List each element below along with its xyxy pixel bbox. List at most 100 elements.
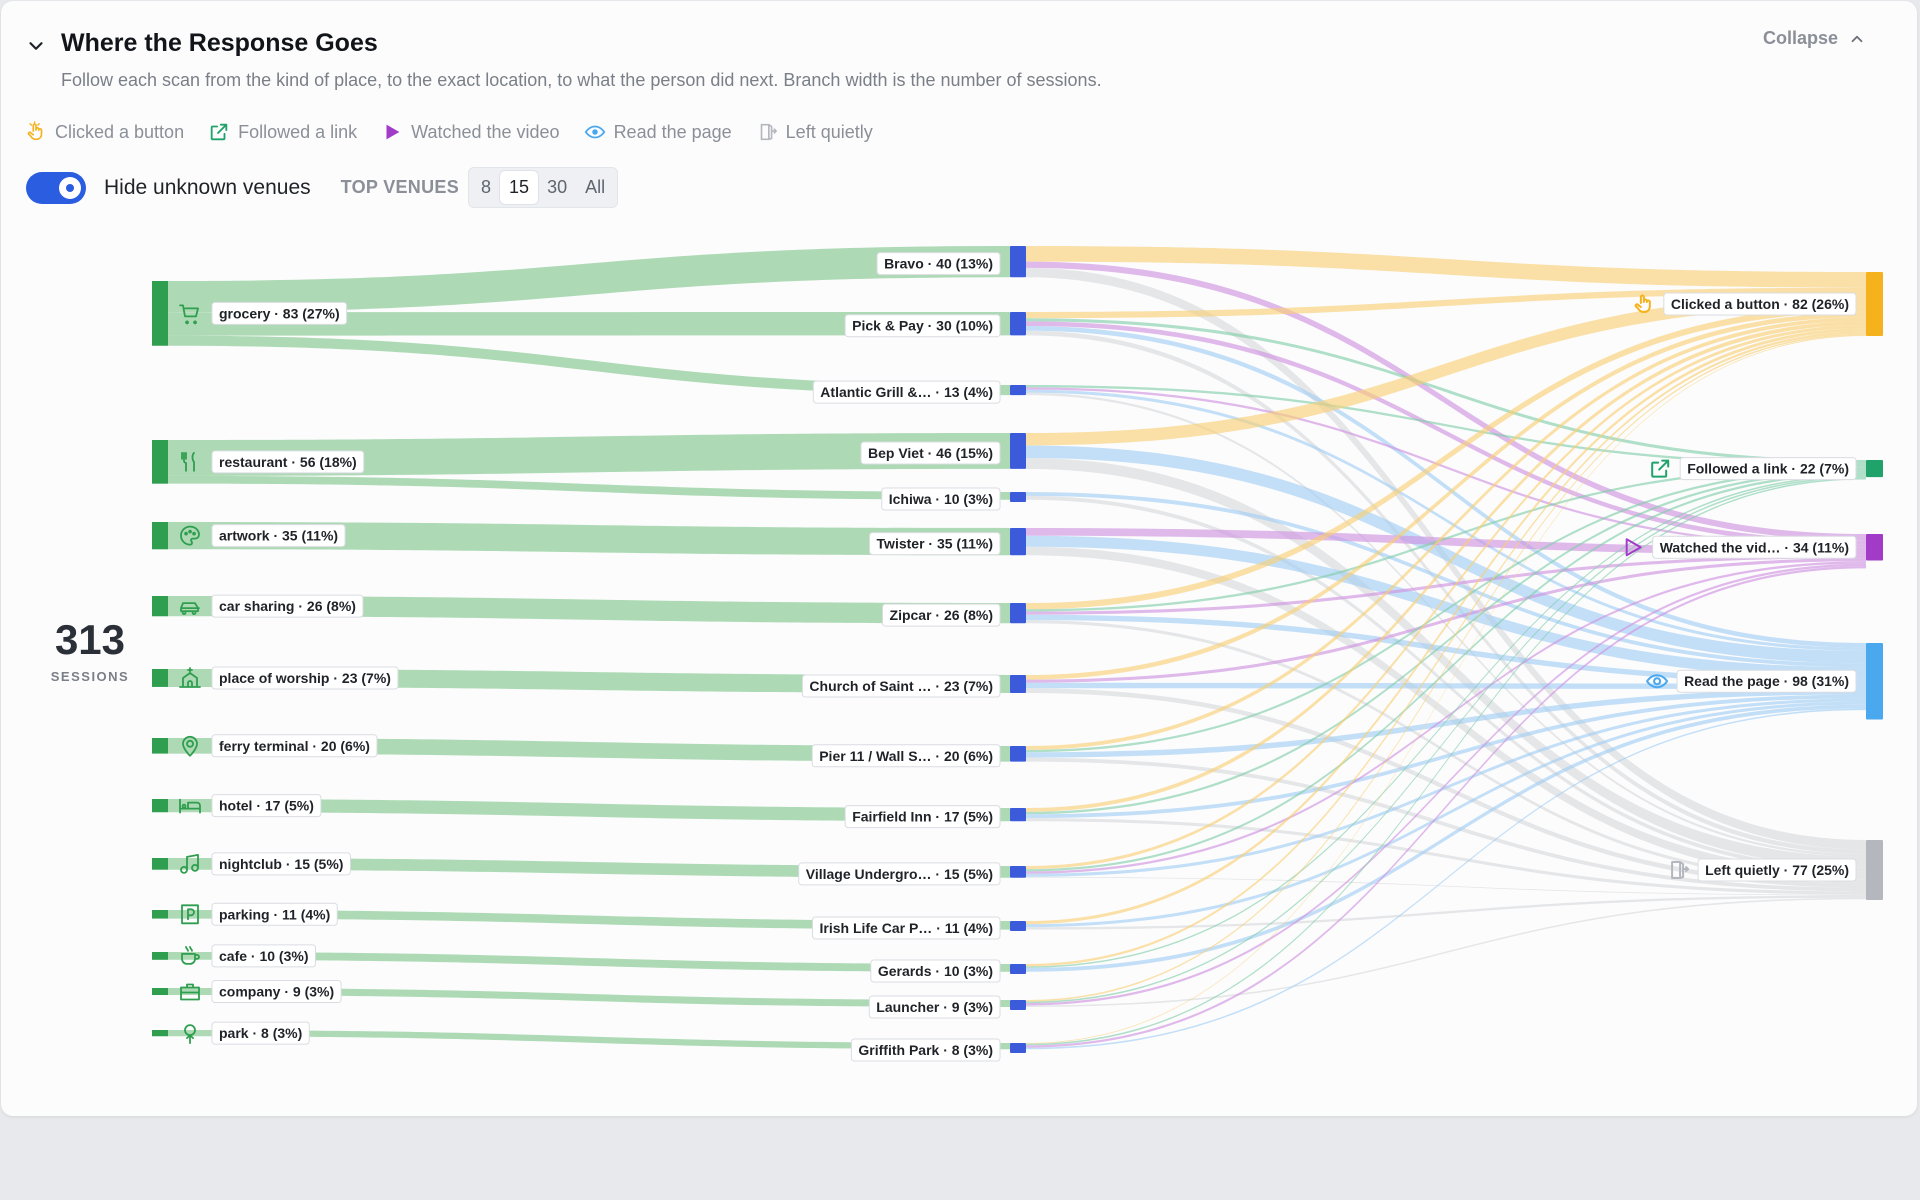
collapse-button[interactable]: Collapse xyxy=(1763,28,1866,49)
venue-outcome-link[interactable] xyxy=(1026,465,1866,612)
venue-outcome-link[interactable] xyxy=(1026,546,1866,880)
category-venue-link[interactable] xyxy=(168,1030,1010,1050)
category-node-restaurant[interactable] xyxy=(152,440,168,484)
venue-outcome-link[interactable] xyxy=(1026,876,1866,896)
venue-outcome-link[interactable] xyxy=(1026,321,1866,812)
venue-outcome-link[interactable] xyxy=(1026,563,1866,1006)
venue-outcome-link[interactable] xyxy=(1026,326,1866,648)
venue-outcome-link[interactable] xyxy=(1026,328,1866,925)
venue-outcome-link[interactable] xyxy=(1026,694,1866,819)
category-node-grocery[interactable] xyxy=(152,281,168,346)
venue-outcome-link[interactable] xyxy=(1026,385,1866,466)
venue-outcome-link[interactable] xyxy=(1026,701,1866,928)
venue-outcome-link[interactable] xyxy=(1026,558,1866,683)
venue-node[interactable] xyxy=(1010,1043,1026,1053)
venue-outcome-link[interactable] xyxy=(1026,387,1866,548)
legend-item-read[interactable]: Read the page xyxy=(584,121,732,143)
category-venue-link[interactable] xyxy=(168,312,1010,336)
category-venue-link[interactable] xyxy=(168,475,1010,500)
venue-outcome-link[interactable] xyxy=(1026,704,1866,972)
venue-outcome-link[interactable] xyxy=(1026,261,1866,541)
venue-outcome-link[interactable] xyxy=(1026,331,1866,967)
category-venue-link[interactable] xyxy=(168,433,1010,476)
venue-outcome-link[interactable] xyxy=(1026,561,1866,874)
venue-node[interactable] xyxy=(1010,492,1026,502)
category-node-ferry-terminal[interactable] xyxy=(152,738,168,754)
venue-outcome-link[interactable] xyxy=(1026,472,1866,872)
category-venue-link[interactable] xyxy=(168,596,1010,624)
venue-outcome-link[interactable] xyxy=(1026,757,1866,892)
category-venue-link[interactable] xyxy=(168,910,1010,930)
top-venues-option-15[interactable]: 15 xyxy=(500,171,539,204)
venue-node[interactable] xyxy=(1010,808,1026,822)
category-venue-link[interactable] xyxy=(168,246,1010,313)
venue-node[interactable] xyxy=(1010,385,1026,396)
category-node-parking[interactable] xyxy=(152,910,168,919)
venue-node[interactable] xyxy=(1010,866,1026,878)
category-node-nightclub[interactable] xyxy=(152,858,168,870)
venue-node[interactable] xyxy=(1010,964,1026,974)
top-venues-option-all[interactable]: All xyxy=(585,177,606,197)
venue-outcome-link[interactable] xyxy=(1026,293,1866,446)
venue-node[interactable] xyxy=(1010,528,1026,556)
venue-outcome-link[interactable] xyxy=(1026,318,1866,464)
venue-node[interactable] xyxy=(1010,246,1026,278)
venue-outcome-link[interactable] xyxy=(1026,287,1866,319)
outcome-node-video[interactable] xyxy=(1866,534,1883,561)
venue-outcome-link[interactable] xyxy=(1026,467,1866,753)
venue-outcome-link[interactable] xyxy=(1026,325,1866,870)
chevron-down-icon[interactable] xyxy=(25,35,47,57)
venue-node[interactable] xyxy=(1010,1000,1026,1010)
category-node-company[interactable] xyxy=(152,988,168,996)
legend-item-link[interactable]: Followed a link xyxy=(208,121,357,143)
category-node-cafe[interactable] xyxy=(152,952,168,960)
top-venues-option-30[interactable]: 30 xyxy=(547,177,568,197)
venue-node[interactable] xyxy=(1010,433,1026,469)
top-venues-option-8[interactable]: 8 xyxy=(481,177,492,197)
venue-outcome-link[interactable] xyxy=(1026,317,1866,750)
outcome-node-button[interactable] xyxy=(1866,272,1883,336)
category-venue-link[interactable] xyxy=(168,952,1010,972)
legend-item-button[interactable]: Clicked a button xyxy=(25,121,184,143)
venue-outcome-link[interactable] xyxy=(1026,474,1866,968)
venue-outcome-link[interactable] xyxy=(1026,897,1866,1008)
venue-outcome-link[interactable] xyxy=(1026,333,1866,1002)
category-venue-link[interactable] xyxy=(168,988,1010,1008)
venue-outcome-link[interactable] xyxy=(1026,620,1866,883)
hide-unknown-toggle[interactable] xyxy=(26,171,86,204)
category-venue-link[interactable] xyxy=(168,522,1010,556)
venue-node[interactable] xyxy=(1010,603,1026,624)
venue-outcome-link[interactable] xyxy=(1026,335,1866,1044)
venue-outcome-link[interactable] xyxy=(1026,476,1866,1004)
category-node-place-of-worship[interactable] xyxy=(152,669,168,687)
category-venue-link[interactable] xyxy=(168,799,1010,822)
outcome-node-link[interactable] xyxy=(1866,460,1883,478)
venue-outcome-link[interactable] xyxy=(1026,555,1866,615)
category-node-hotel[interactable] xyxy=(152,799,168,813)
category-node-car-sharing[interactable] xyxy=(152,596,168,617)
venue-outcome-link[interactable] xyxy=(1026,818,1866,895)
category-node-artwork[interactable] xyxy=(152,522,168,550)
venue-outcome-link[interactable] xyxy=(1026,470,1866,815)
venue-node[interactable] xyxy=(1010,921,1026,931)
venue-outcome-link[interactable] xyxy=(1026,312,1866,680)
venue-outcome-link[interactable] xyxy=(1026,698,1866,877)
venue-outcome-link[interactable] xyxy=(1026,457,1866,868)
venue-outcome-link[interactable] xyxy=(1026,445,1866,664)
category-venue-link[interactable] xyxy=(168,335,1010,396)
venue-node[interactable] xyxy=(1010,746,1026,762)
legend-item-left[interactable]: Left quietly xyxy=(756,121,873,143)
venue-outcome-link[interactable] xyxy=(1026,389,1866,651)
venue-outcome-link[interactable] xyxy=(1026,306,1866,610)
category-venue-link[interactable] xyxy=(168,738,1010,762)
venue-outcome-link[interactable] xyxy=(1026,477,1866,1046)
venue-outcome-link[interactable] xyxy=(1026,321,1866,545)
venue-node[interactable] xyxy=(1010,675,1026,693)
venue-outcome-link[interactable] xyxy=(1026,535,1866,679)
legend-item-video[interactable]: Watched the video xyxy=(381,121,560,143)
venue-outcome-link[interactable] xyxy=(1026,895,1866,930)
venue-outcome-link[interactable] xyxy=(1026,330,1866,855)
venue-outcome-link[interactable] xyxy=(1026,246,1866,288)
venue-outcome-link[interactable] xyxy=(1026,689,1866,758)
venue-outcome-link[interactable] xyxy=(1026,708,1866,1050)
